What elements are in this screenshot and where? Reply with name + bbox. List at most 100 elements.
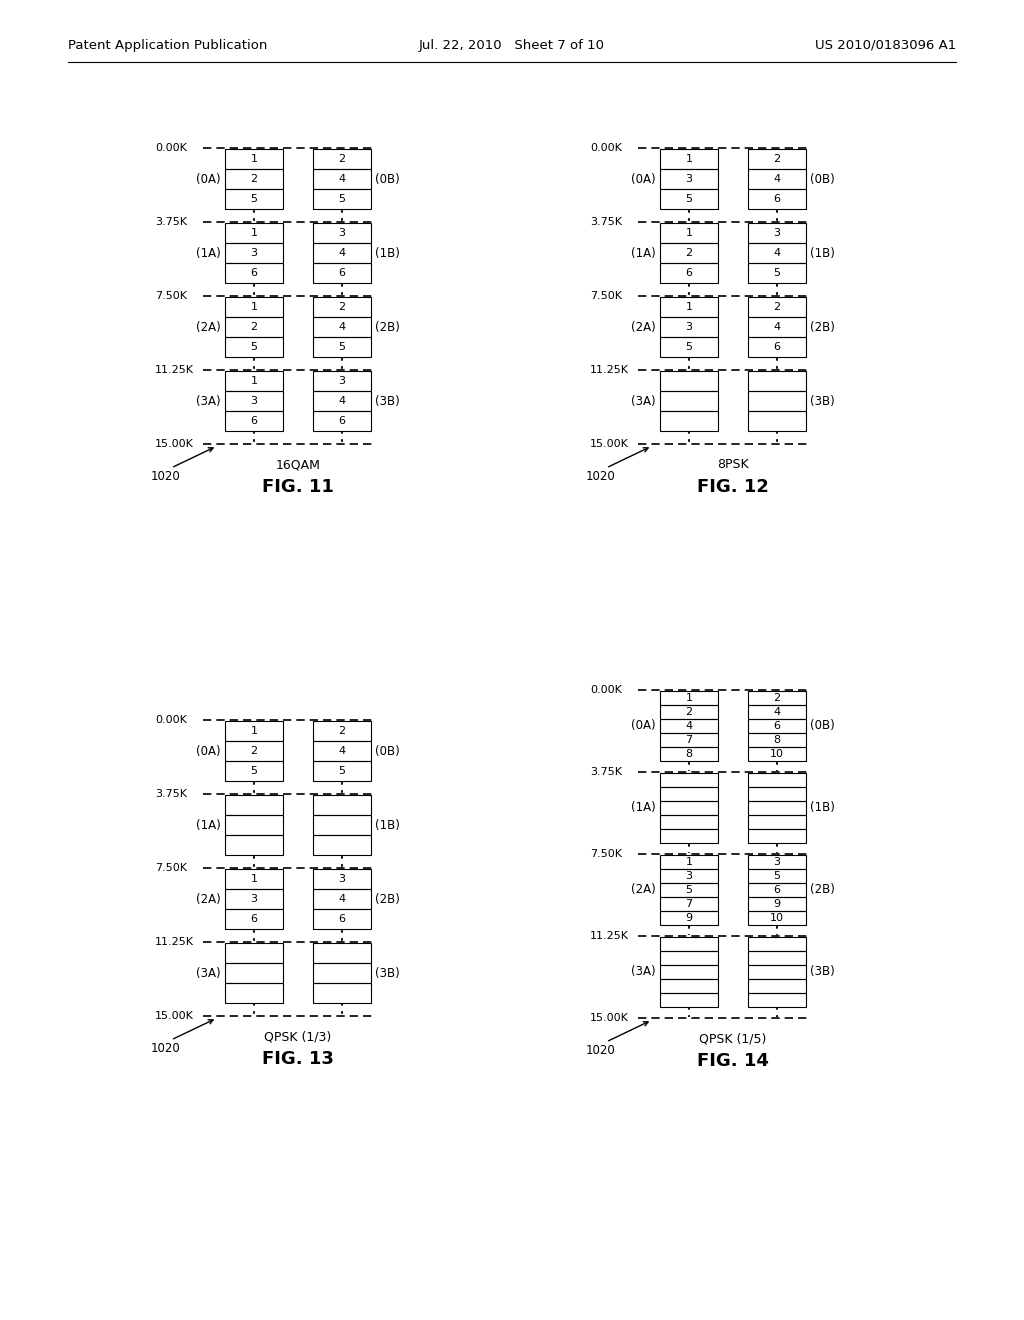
Text: 16QAM: 16QAM — [275, 458, 321, 471]
Bar — [313, 189, 371, 209]
Text: 7.50K: 7.50K — [590, 849, 622, 859]
Text: 1: 1 — [251, 302, 257, 312]
Bar — [225, 741, 283, 762]
Text: 1020: 1020 — [151, 470, 181, 483]
Text: 3.75K: 3.75K — [155, 216, 187, 227]
Text: 5: 5 — [251, 766, 257, 776]
Text: 2: 2 — [685, 708, 692, 717]
Text: (2B): (2B) — [375, 892, 400, 906]
Bar — [313, 942, 371, 964]
Bar — [313, 964, 371, 983]
Text: 5: 5 — [339, 766, 345, 776]
Text: 3.75K: 3.75K — [590, 767, 622, 777]
Text: 6: 6 — [339, 268, 345, 279]
Bar — [313, 869, 371, 888]
Text: 3.75K: 3.75K — [590, 216, 622, 227]
Bar — [660, 705, 718, 719]
Text: QPSK (1/3): QPSK (1/3) — [264, 1030, 332, 1043]
Text: 6: 6 — [339, 416, 345, 426]
Text: 5: 5 — [685, 342, 692, 352]
Text: 3: 3 — [685, 871, 692, 880]
Bar — [748, 855, 806, 869]
Bar — [748, 814, 806, 829]
Bar — [748, 189, 806, 209]
Bar — [313, 795, 371, 814]
Text: (0B): (0B) — [375, 744, 399, 758]
Text: 6: 6 — [685, 268, 692, 279]
Text: (1B): (1B) — [810, 247, 835, 260]
Text: 11.25K: 11.25K — [590, 931, 629, 941]
Text: 10: 10 — [770, 748, 784, 759]
Text: (1B): (1B) — [810, 801, 835, 814]
Text: 11.25K: 11.25K — [155, 366, 194, 375]
Text: US 2010/0183096 A1: US 2010/0183096 A1 — [815, 38, 956, 51]
Bar — [660, 189, 718, 209]
Bar — [660, 979, 718, 993]
Text: (3B): (3B) — [375, 395, 399, 408]
Text: 15.00K: 15.00K — [155, 440, 194, 449]
Text: (1B): (1B) — [375, 247, 400, 260]
Bar — [225, 836, 283, 855]
Text: 1020: 1020 — [151, 1041, 181, 1055]
Text: (0B): (0B) — [810, 719, 835, 733]
Text: 1: 1 — [685, 302, 692, 312]
Text: 1: 1 — [685, 154, 692, 164]
Bar — [313, 243, 371, 263]
Bar — [660, 317, 718, 337]
Text: 15.00K: 15.00K — [590, 1012, 629, 1023]
Bar — [225, 243, 283, 263]
Bar — [225, 317, 283, 337]
Text: 4: 4 — [339, 396, 345, 407]
Text: 4: 4 — [773, 248, 780, 257]
Text: (2B): (2B) — [375, 321, 400, 334]
Bar — [660, 829, 718, 843]
Bar — [313, 371, 371, 391]
Text: 6: 6 — [251, 913, 257, 924]
Bar — [748, 898, 806, 911]
Text: 1: 1 — [251, 154, 257, 164]
Bar — [660, 223, 718, 243]
Bar — [660, 869, 718, 883]
Text: 6: 6 — [773, 342, 780, 352]
Bar — [225, 762, 283, 781]
Text: 1: 1 — [685, 228, 692, 238]
Text: 6: 6 — [251, 416, 257, 426]
Text: 2: 2 — [773, 154, 780, 164]
Text: (3A): (3A) — [197, 395, 221, 408]
Text: 1020: 1020 — [586, 1044, 615, 1056]
Bar — [748, 747, 806, 762]
Bar — [748, 719, 806, 733]
Bar — [660, 774, 718, 787]
Bar — [748, 371, 806, 391]
Text: (0A): (0A) — [632, 173, 656, 186]
Text: (1A): (1A) — [197, 247, 221, 260]
Text: 3: 3 — [251, 894, 257, 904]
Text: 5: 5 — [251, 342, 257, 352]
Text: 8: 8 — [685, 748, 692, 759]
Bar — [748, 705, 806, 719]
Bar — [660, 937, 718, 950]
Text: 3: 3 — [339, 376, 345, 385]
Text: (3A): (3A) — [197, 966, 221, 979]
Text: (2A): (2A) — [197, 892, 221, 906]
Text: (2A): (2A) — [631, 321, 656, 334]
Text: FIG. 11: FIG. 11 — [262, 478, 334, 496]
Text: 5: 5 — [339, 342, 345, 352]
Text: 5: 5 — [251, 194, 257, 205]
Bar — [748, 993, 806, 1007]
Text: 11.25K: 11.25K — [590, 366, 629, 375]
Bar — [748, 263, 806, 282]
Bar — [225, 983, 283, 1003]
Text: 1: 1 — [251, 726, 257, 737]
Text: 7.50K: 7.50K — [155, 863, 187, 873]
Text: 10: 10 — [770, 913, 784, 923]
Text: 2: 2 — [339, 726, 345, 737]
Bar — [748, 169, 806, 189]
Bar — [748, 787, 806, 801]
Text: (3A): (3A) — [632, 965, 656, 978]
Text: 3: 3 — [339, 874, 345, 884]
Text: 7: 7 — [685, 735, 692, 744]
Text: 11.25K: 11.25K — [155, 937, 194, 946]
Bar — [748, 911, 806, 925]
Bar — [660, 883, 718, 898]
